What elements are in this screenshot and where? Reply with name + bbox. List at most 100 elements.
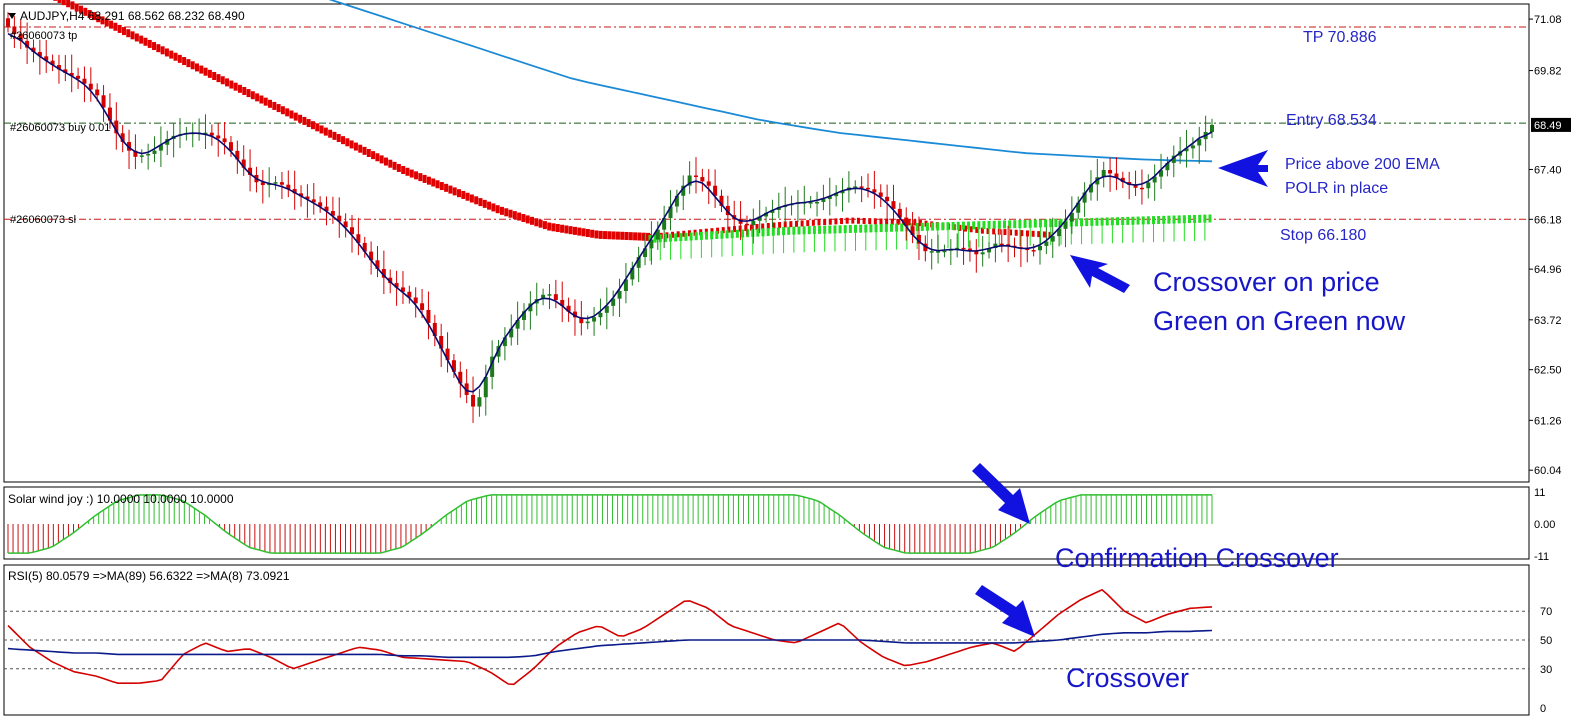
trend-dot-red [845,217,849,224]
trend-dot-red [992,228,996,235]
solar-wind-tick-label: 11 [1534,487,1545,499]
trend-dot-red [890,218,894,225]
candle-body [706,181,711,186]
trend-dot-red [980,227,984,234]
candle-body [1038,245,1042,251]
candle-body [1152,176,1157,183]
rsi-crossover-annotation: Crossover [1066,663,1189,693]
dropdown-triangle-icon[interactable] [8,13,16,19]
candle-body [668,206,673,219]
trend-dot-red [482,199,487,208]
trend-dot-red [823,219,827,226]
candle-body [987,247,992,253]
candle-body [107,107,112,121]
trend-dot-green [1002,220,1006,229]
trend-dot-red [581,228,586,237]
trend-dot-green [787,226,791,235]
candle-body [566,305,571,312]
trend-dot-red [772,222,776,229]
trend-dot-red [577,227,582,236]
trend-dot-red [418,173,423,182]
candle-body [1082,192,1087,203]
trend-dot-red [1003,229,1007,236]
trend-dot-red [104,18,109,27]
trend-dot-red [233,82,238,91]
candle-body [471,394,476,407]
trend-dot-green [1085,218,1089,227]
candle-body [146,153,151,156]
fast-ma-line [7,32,1213,393]
candle-body [305,196,310,200]
trend-dot-red [156,44,161,53]
candle-body [1197,139,1202,146]
trend-dot-red [975,226,979,233]
trend-dot-red [868,218,872,225]
trend-dot-red [388,159,393,168]
rsi-axis: 70 50 30 0 [1540,606,1552,715]
trend-dot-red [323,127,328,136]
trend-dot-red [121,27,126,36]
trend-dot-red [426,176,431,185]
candle-body [337,215,342,222]
rsi-tick-label: 50 [1540,635,1552,647]
trend-dot-red [130,31,135,40]
candle-body [400,287,405,292]
candle-body [674,195,679,207]
solar-wind-header: Solar wind joy :) 10.0000 10.0000 10.000… [8,492,234,506]
candle-body [451,360,456,372]
trend-dot-red [53,0,58,1]
trend-dot-red [1048,231,1052,238]
trend-dot-green [972,221,976,230]
candle-body [381,269,386,278]
rsi-series-1 [7,629,1213,659]
trend-dot-red [495,205,500,214]
trend-dot-green [859,224,863,233]
current-price-label: 68.49 [1534,120,1562,132]
candle-body [37,51,42,57]
trend-dot-red [444,183,449,192]
candle-body [655,229,660,240]
candle-body [853,186,858,188]
candle-body [1095,177,1100,185]
candle-body [420,303,425,310]
candle-body [662,218,667,230]
trend-dot-green [900,223,904,232]
trend-dot-red [637,232,642,241]
trend-dot-red [276,104,281,113]
trend-dot-red [117,24,122,33]
trend-dot-green [715,231,719,240]
trend-dot-red [358,144,363,153]
trend-dot-red [220,76,225,85]
trend-dot-red [285,108,290,117]
candle-body [413,297,418,304]
candle-body [719,195,724,206]
trend-dot-red [517,212,522,221]
rsi-tick-label: 70 [1540,606,1552,618]
candle-body [1050,236,1055,242]
trend-dot-red [716,227,720,234]
trend-dot-red [259,95,264,104]
trend-dot-red [766,222,770,229]
candle-body [222,138,227,143]
rsi-tick-label: 30 [1540,664,1552,676]
trend-dot-green [797,226,801,235]
candle-body [88,83,93,90]
trend-dot-green [1033,219,1037,228]
trend-dot-red [392,161,397,170]
trend-dot-green [1177,215,1181,224]
candle-body [165,139,170,145]
trend-dot-red [341,136,346,145]
trend-dot-red [879,218,883,225]
trend-dot-green [848,224,852,233]
trend-dot-green [869,224,873,233]
ema-200-line [328,0,1213,163]
candle-body [598,312,603,318]
trend-dot-red [263,97,268,106]
candle-body [936,251,941,253]
trend-dot-green [1044,219,1048,228]
trend-dot-red [57,0,62,3]
trend-dot-green [1095,217,1099,226]
trend-dot-green [735,229,739,238]
trend-dot-red [371,151,376,160]
trend-dot-green [1157,215,1161,224]
